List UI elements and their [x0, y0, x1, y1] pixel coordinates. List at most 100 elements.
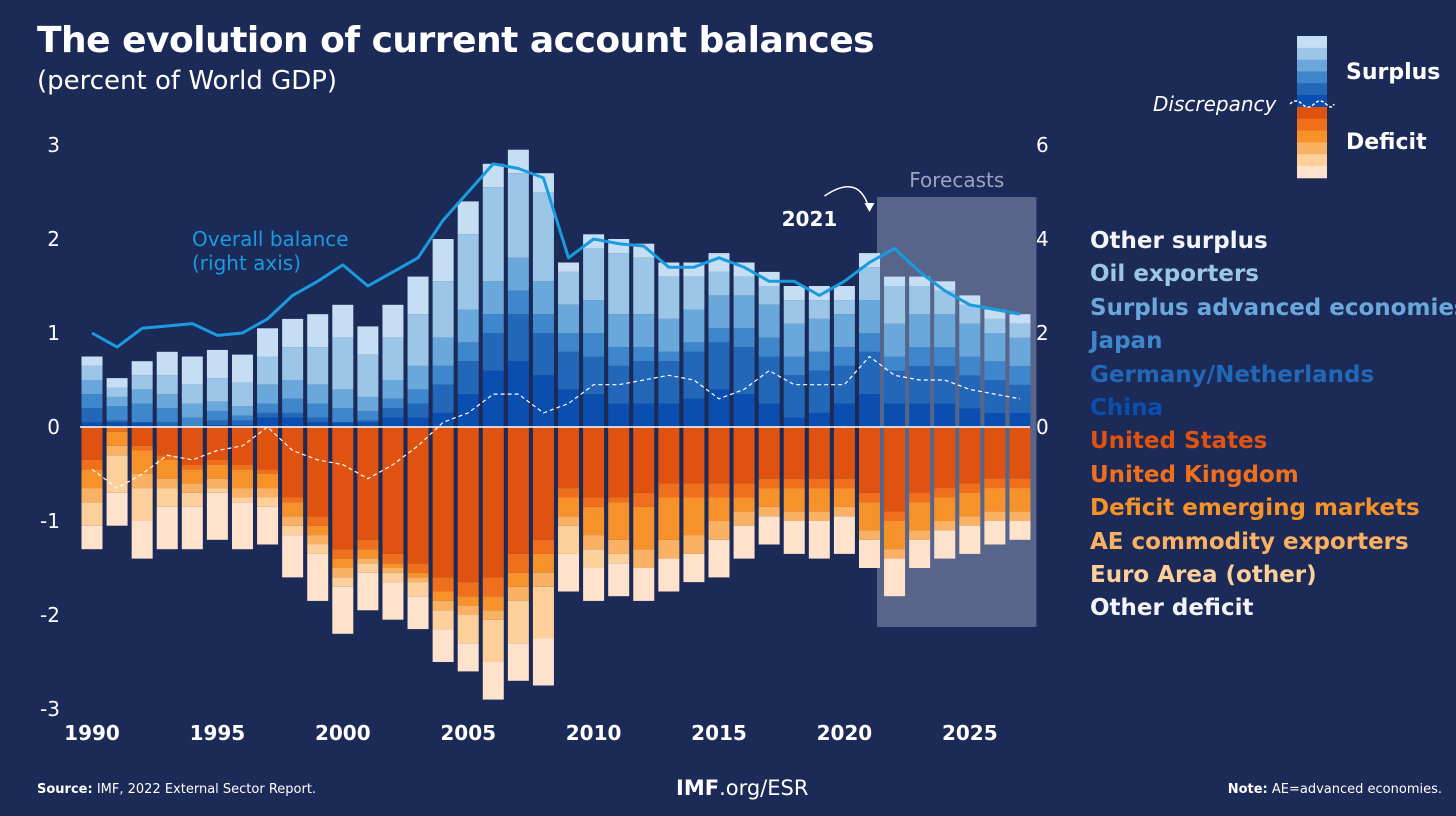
bar-segment-other-surplus-2026: [984, 309, 1006, 319]
bar-segment-deficit-emerging-markets-2001: [357, 549, 379, 559]
bar-segment-other-surplus-1990: [81, 356, 103, 366]
source-text: IMF, 2022 External Sector Report.: [96, 782, 317, 797]
bar-segment-germany-netherlands-2005: [457, 361, 479, 395]
bar-segment-united-states-2016: [733, 427, 755, 484]
bar-segment-surplus-advanced-economies-1991: [106, 396, 128, 407]
bar-segment-other-deficit-1991: [106, 492, 128, 526]
bar-segment-oil-exporters-2022: [884, 286, 906, 324]
key-swatch-surplus: [1297, 71, 1327, 84]
annotation-arrowhead: [864, 203, 875, 212]
bar-segment-oil-exporters-2005: [457, 234, 479, 310]
bar-segment-germany-netherlands-2009: [558, 351, 580, 390]
bar-segment-other-surplus-1991: [106, 378, 128, 388]
bar-segment-ae-commodity-exporters-2024: [934, 521, 956, 531]
bar-segment-ae-commodity-exporters-1993: [156, 478, 178, 489]
bar-segment-other-deficit-2007: [507, 643, 529, 681]
bar-segment-united-kingdom-1995: [206, 459, 228, 465]
bar-segment-united-states-2018: [783, 427, 805, 479]
bar-segment-other-deficit-2021: [858, 539, 880, 568]
bar-segment-germany-netherlands-2019: [808, 370, 830, 413]
bar-segment-surplus-advanced-economies-2025: [959, 323, 981, 357]
bar-segment-oil-exporters-2004: [432, 281, 454, 338]
legend-item-japan: Japan: [1090, 328, 1163, 355]
site-bold: IMF: [676, 776, 720, 800]
bar-segment-ae-commodity-exporters-2009: [558, 516, 580, 526]
bar-segment-euro-area-other--2010: [583, 549, 605, 568]
bar-segment-euro-area-other--1994: [181, 492, 203, 507]
bar-segment-other-surplus-2004: [432, 239, 454, 282]
bar-segment-united-states-1993: [156, 427, 178, 456]
bar-segment-other-surplus-2010: [583, 234, 605, 249]
bar-segment-deficit-emerging-markets-1992: [131, 450, 153, 474]
bar-segment-other-surplus-1996: [231, 354, 253, 383]
bar-segment-oil-exporters-2025: [959, 304, 981, 324]
site-link[interactable]: IMF.org/ESR: [676, 776, 808, 800]
bar-segment-ae-commodity-exporters-2011: [608, 539, 630, 554]
bar-segment-euro-area-other--2003: [407, 582, 429, 597]
bar-segment-united-kingdom-2015: [708, 483, 730, 498]
bar-segment-united-states-2000: [332, 427, 354, 550]
bar-segment-euro-area-other--2007: [507, 600, 529, 644]
bar-segment-oil-exporters-1994: [181, 384, 203, 404]
bar-segment-china-2023: [909, 403, 931, 427]
bar-segment-united-states-2005: [457, 427, 479, 583]
y-tick-label: 0: [47, 415, 60, 439]
bar-segment-oil-exporters-2013: [658, 276, 680, 319]
key-swatch-surplus: [1297, 47, 1327, 61]
bar-segment-oil-exporters-2019: [808, 300, 830, 319]
bar-segment-euro-area-other--1996: [231, 497, 253, 503]
legend-item-germany-netherlands: Germany/Netherlands: [1090, 361, 1375, 388]
bar-segment-deficit-emerging-markets-2005: [457, 596, 479, 606]
bar-segment-japan-2013: [658, 351, 680, 362]
bar-segment-japan-2023: [909, 347, 931, 366]
bar-segment-euro-area-other--1992: [131, 488, 153, 521]
y2-tick-label: 6: [1036, 133, 1049, 157]
x-tick-label: 2020: [817, 721, 873, 745]
bar-segment-deficit-emerging-markets-2014: [683, 497, 705, 536]
key-swatch-surplus: [1297, 95, 1327, 108]
bar-segment-ae-commodity-exporters-1996: [231, 488, 253, 498]
bar-segment-deficit-emerging-markets-2022: [884, 521, 906, 550]
bar-segment-deficit-emerging-markets-2020: [833, 488, 855, 507]
bar-segment-china-2016: [733, 394, 755, 427]
bar-segment-japan-2006: [482, 314, 504, 333]
bar-segment-oil-exporters-1997: [257, 356, 279, 385]
bar-segment-oil-exporters-2020: [833, 300, 855, 315]
bar-segment-deficit-emerging-markets-2006: [482, 596, 504, 611]
bar-segment-other-deficit-2006: [482, 662, 504, 700]
bar-segment-other-surplus-1993: [156, 351, 178, 376]
bar-segment-other-surplus-2015: [708, 253, 730, 272]
bar-segment-other-deficit-1995: [206, 492, 228, 540]
bar-segment-germany-netherlands-1997: [257, 412, 279, 418]
bar-segment-japan-2020: [833, 347, 855, 366]
bar-segment-oil-exporters-2023: [909, 286, 931, 315]
bar-segment-japan-1994: [181, 417, 203, 427]
bar-segment-united-states-2010: [583, 427, 605, 498]
discrepancy-line: [91, 355, 1021, 489]
bar-segment-oil-exporters-1993: [156, 375, 178, 395]
bar-segment-germany-netherlands-2017: [758, 356, 780, 404]
bar-segment-united-kingdom-2026: [984, 478, 1006, 489]
bar-segment-oil-exporters-2010: [583, 248, 605, 301]
bar-segment-germany-netherlands-2020: [833, 365, 855, 404]
bar-segment-other-deficit-2005: [457, 643, 479, 672]
bar-segment-china-2024: [934, 403, 956, 427]
bar-segment-china-2012: [633, 403, 655, 427]
bar-segment-ae-commodity-exporters-2014: [683, 535, 705, 554]
legend-item-euro-area-other: Euro Area (other): [1090, 561, 1317, 588]
bar-segment-other-surplus-2027: [1009, 314, 1031, 324]
bar-segment-united-kingdom-2004: [432, 577, 454, 592]
bar-segment-other-surplus-1995: [206, 349, 228, 379]
bar-segment-japan-1993: [156, 408, 178, 423]
bar-segment-united-kingdom-2003: [407, 563, 429, 573]
bar-segment-united-kingdom-2007: [507, 553, 529, 573]
bar-segment-surplus-advanced-economies-2002: [382, 380, 404, 399]
bar-segment-ae-commodity-exporters-2023: [909, 530, 931, 540]
bar-segment-japan-2004: [432, 365, 454, 385]
bar-segment-ae-commodity-exporters-2000: [332, 568, 354, 578]
bar-segment-united-kingdom-2009: [558, 488, 580, 498]
bar-segment-euro-area-other--2006: [482, 619, 504, 662]
bar-segment-other-deficit-2016: [733, 525, 755, 559]
bar-segment-other-deficit-2003: [407, 596, 429, 630]
bar-segment-china-2021: [858, 394, 880, 427]
